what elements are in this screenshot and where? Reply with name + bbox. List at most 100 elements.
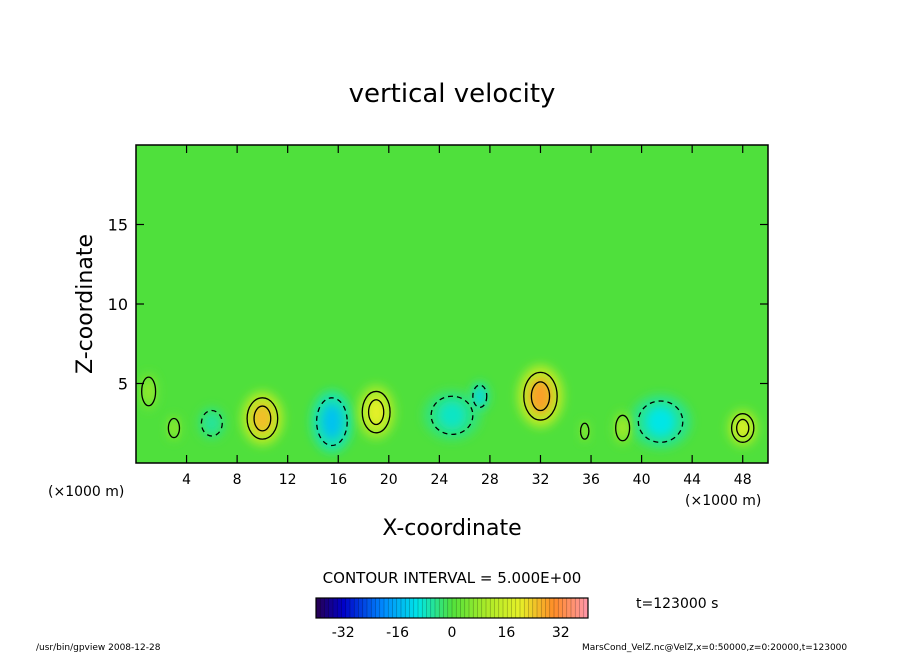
x-axis-ticks: 4 8 12 16 20 24 28 32 36 40 44 48 [182, 145, 752, 488]
colorbar-segment [439, 598, 444, 618]
colorbar-ticks: -32 -16 0 16 32 [332, 625, 570, 641]
contour-line [472, 384, 488, 408]
x-axis-label: X-coordinate [382, 516, 521, 541]
colorbar-segment [328, 598, 334, 618]
x-tick-label: 12 [279, 472, 297, 488]
colorbar-segment [324, 598, 330, 618]
field-core [581, 425, 588, 438]
colorbar-segment [558, 598, 563, 618]
colorbar-segment [477, 598, 483, 618]
colorbar-segment [447, 598, 453, 618]
contour-line [615, 414, 631, 442]
chart-title: vertical velocity [349, 79, 556, 109]
contour-line [167, 417, 181, 439]
colorbar-segment [464, 598, 470, 618]
y-tick-label: 15 [108, 216, 128, 235]
contour-lines [141, 371, 755, 447]
y-axis-label: Z-coordinate [73, 234, 98, 374]
colorbar-segment [583, 598, 589, 618]
contour-line [579, 422, 590, 440]
colorbar-segment [528, 598, 534, 618]
colorbar-segment [549, 598, 555, 618]
colorbar-segment [333, 598, 338, 618]
colorbar-segment [511, 598, 517, 618]
colorbar-segment [345, 598, 351, 618]
colorbar-segment [579, 598, 585, 618]
field-core [735, 417, 751, 439]
colorbar-frame [315, 597, 589, 619]
x-tick-label: 40 [633, 472, 651, 488]
x-tick-label: 16 [329, 472, 347, 488]
contour-line [253, 405, 272, 432]
colorbar-segment [460, 598, 466, 618]
colorbar-tick-label: 0 [448, 625, 457, 641]
colorbar-segment [473, 598, 478, 618]
contour-line [637, 400, 684, 443]
x-tick-label: 20 [380, 472, 398, 488]
x-tick-label: 36 [582, 472, 600, 488]
colorbar-segment [337, 598, 342, 618]
x-unit-left: (×1000 m) [48, 484, 124, 500]
colorbar-segment [401, 598, 406, 618]
colorbar-segment [341, 598, 347, 618]
colorbar-segment [554, 598, 559, 618]
y-tick-label: 5 [118, 375, 128, 394]
x-unit-right: (×1000 m) [685, 493, 761, 509]
colorbar-segment [503, 598, 508, 618]
colorbar-segment [388, 598, 393, 618]
colorbar-segment [571, 598, 576, 618]
colorbar-segment [541, 598, 546, 618]
colorbar-segment [435, 598, 440, 618]
contour-line [530, 381, 551, 412]
time-label: t=123000 s [636, 596, 718, 612]
colorbar-segment [379, 598, 385, 618]
contour-line [730, 413, 755, 443]
colorbar-segment [362, 598, 368, 618]
contour-line [736, 418, 750, 438]
colorbar-segment [409, 598, 415, 618]
colorbar-segment [350, 598, 355, 618]
x-tick-label: 28 [481, 472, 499, 488]
colorbar-segment [375, 598, 381, 618]
colorbar-segment [367, 598, 372, 618]
colorbar-segment [354, 598, 359, 618]
colorbar-segment [498, 598, 504, 618]
contour-line [200, 409, 223, 437]
colorbar-segment [430, 598, 436, 618]
colorbar-segment [371, 598, 376, 618]
colorbar-segment [562, 598, 568, 618]
contour-line [523, 371, 558, 421]
contour-interval-text: CONTOUR INTERVAL = 5.000E+00 [323, 569, 582, 587]
x-tick-label: 32 [532, 472, 550, 488]
colorbar-segment [452, 598, 457, 618]
colorbar-segment [422, 598, 427, 618]
field-core [251, 402, 273, 434]
colorbar [315, 597, 589, 619]
colorbar-segment [426, 598, 432, 618]
y-axis-ticks: 5 10 15 [108, 216, 768, 394]
field-core [366, 396, 386, 428]
colorbar-segment [486, 598, 491, 618]
colorbar-segment [320, 598, 325, 618]
colorbar-segment [575, 598, 580, 618]
colorbar-tick-label: 32 [552, 625, 570, 641]
colorbar-segment [481, 598, 487, 618]
field-core [170, 420, 178, 436]
x-tick-label: 24 [430, 472, 448, 488]
colorbar-segment [520, 598, 525, 618]
colorbar-segment [358, 598, 364, 618]
x-tick-label: 4 [182, 472, 191, 488]
colorbar-segment [507, 598, 512, 618]
field-core [475, 387, 485, 405]
colorbar-segment [545, 598, 551, 618]
colorbar-segment [566, 598, 572, 618]
footer-right: MarsCond_VelZ.nc@VelZ,x=0:50000,z=0:2000… [582, 643, 847, 653]
contour-line [367, 399, 385, 426]
field-core [321, 403, 343, 440]
contour-line [246, 397, 279, 440]
colorbar-segment [469, 598, 474, 618]
colorbar-segment [443, 598, 449, 618]
x-tick-label: 48 [734, 472, 752, 488]
colorbar-segment [524, 598, 529, 618]
